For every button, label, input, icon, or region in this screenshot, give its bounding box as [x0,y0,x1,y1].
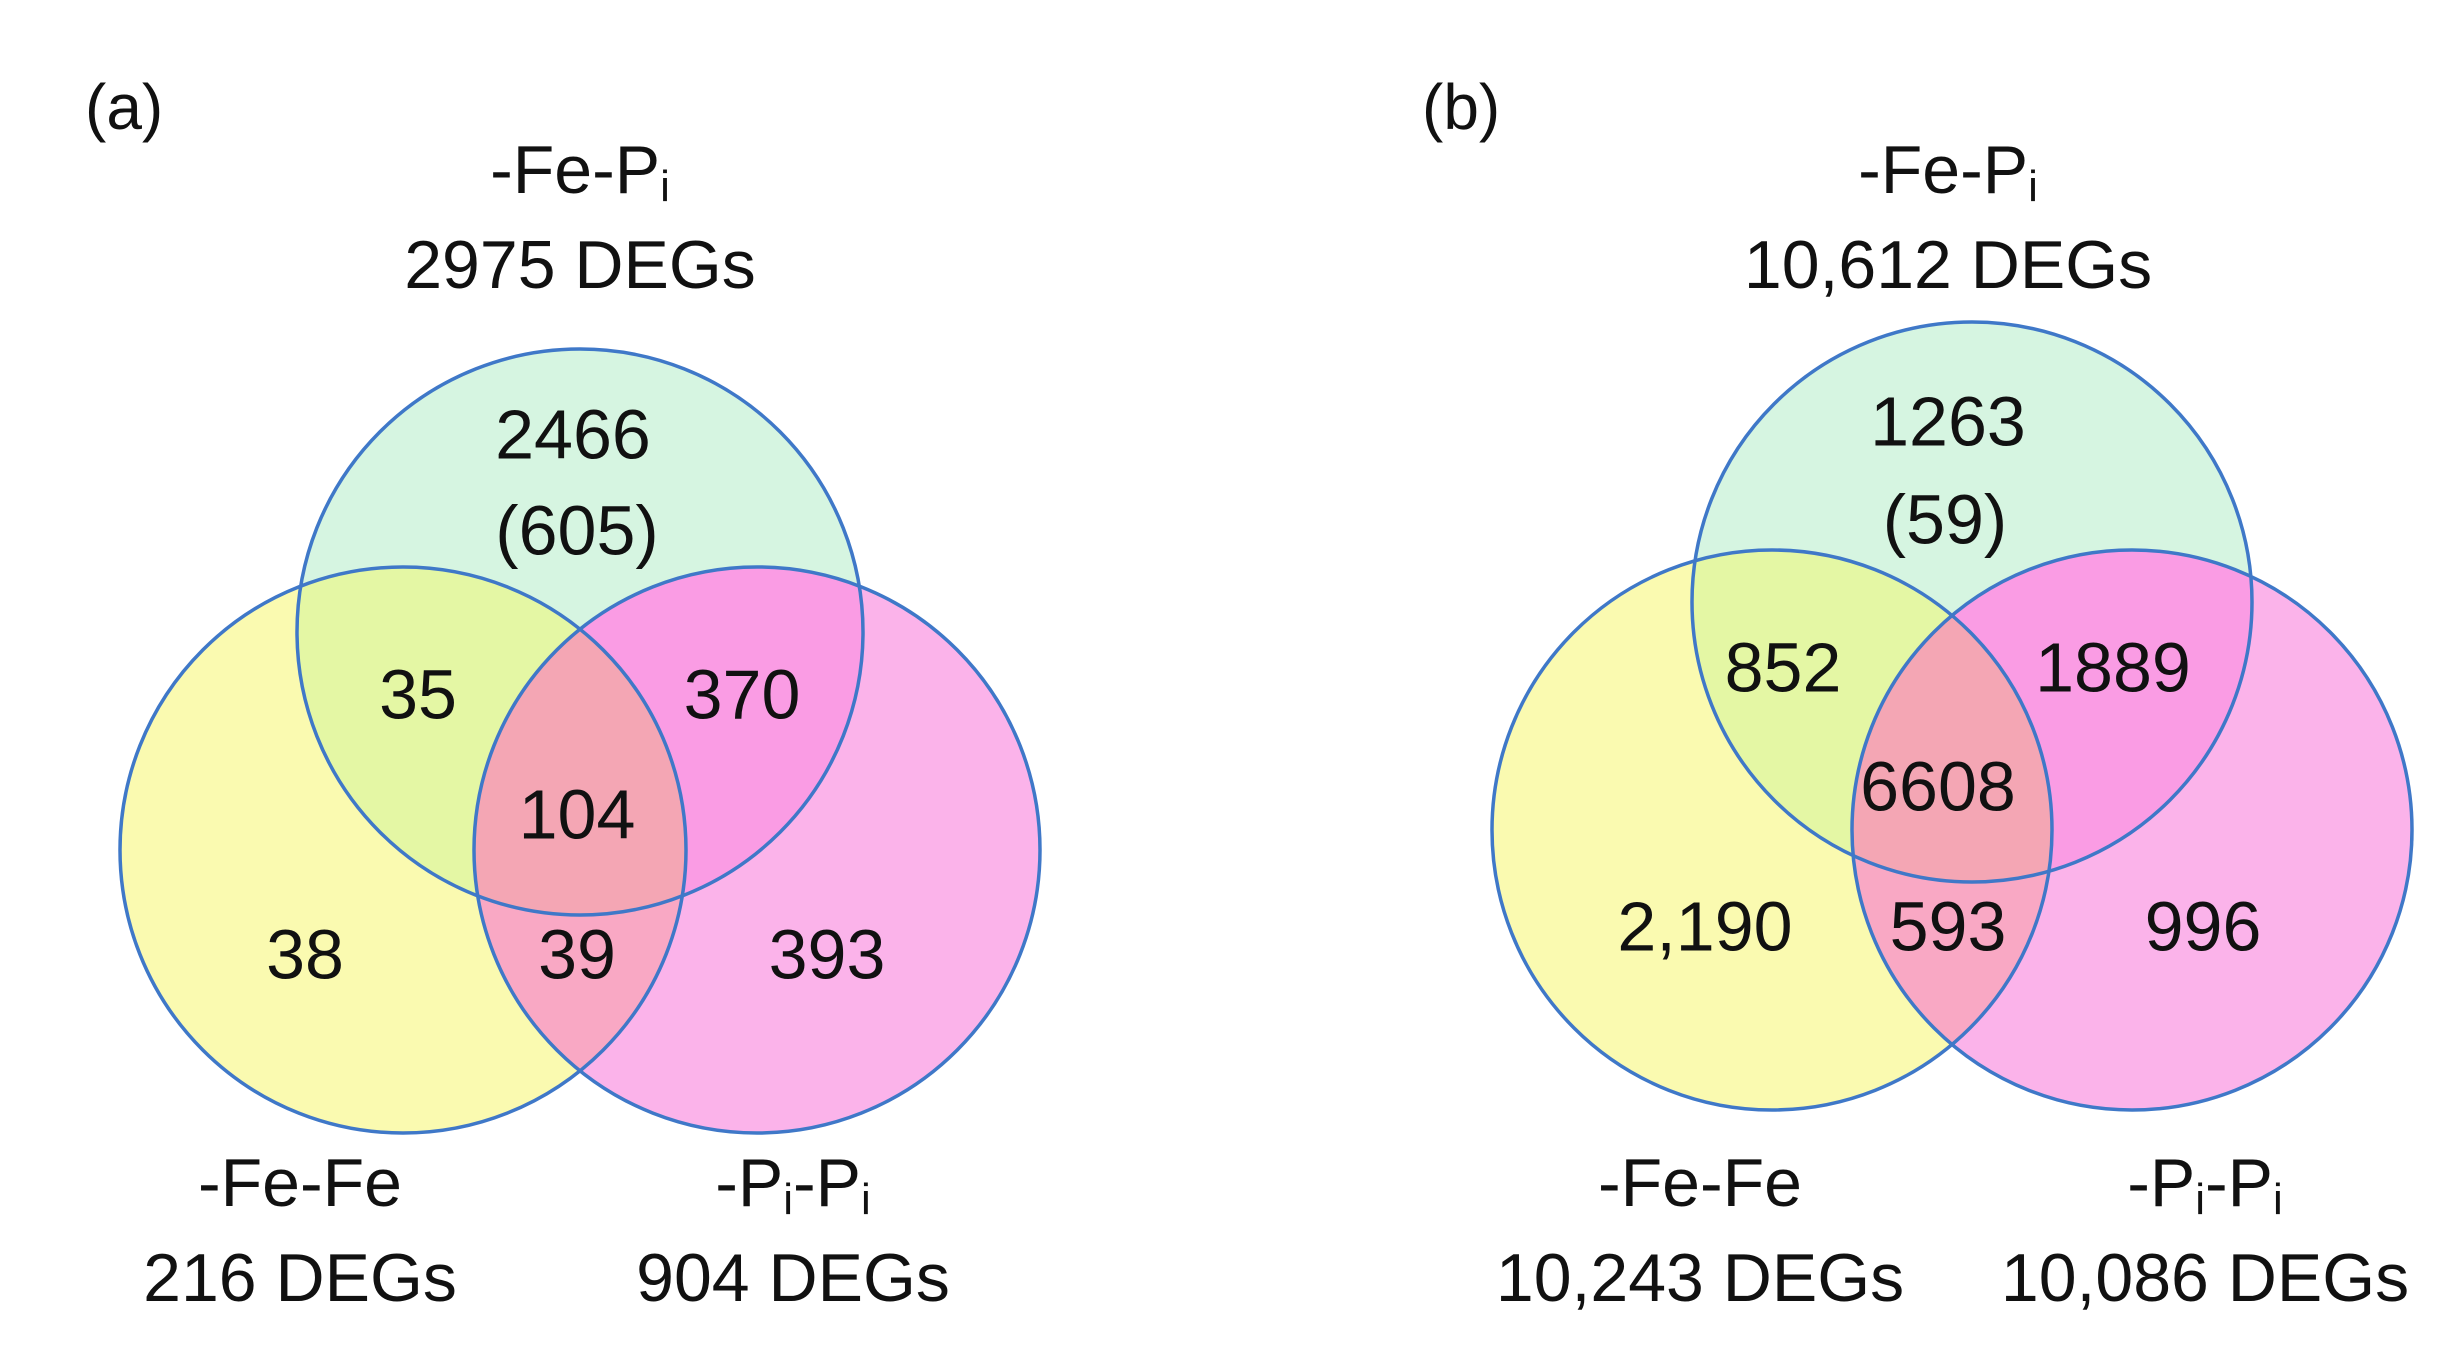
panel-a-region-top-only-paren: (605) [495,491,658,569]
panel-b-region-left-only: 2,190 [1617,887,1792,965]
panel-a-region-top-only: 2466 [495,395,651,473]
panel-a-region-top-left: 35 [379,655,457,733]
panel-b: (b) -Fe-Pi 10,612 DEGs - [1422,71,2414,1316]
panel-b-region-top-left: 852 [1725,628,1842,706]
panel-a-outlines [118,347,1042,1135]
panel-b-left-set-count: 10,243 DEGs [1496,1240,1904,1316]
panel-a-top-set-count: 2975 DEGs [404,227,756,303]
panel-b-label: (b) [1422,71,1500,143]
panel-a-outline-left [118,565,688,1135]
panel-b-outlines [1490,320,2414,1112]
panel-b-outline-top [1690,320,2254,884]
panel-a-right-set-count: 904 DEGs [636,1240,950,1316]
panel-b-top-set-name: -Fe-Pi [1858,132,2038,211]
panel-b-region-top-only: 1263 [1870,382,2026,460]
panel-b-right-set-count: 10,086 DEGs [2001,1240,2409,1316]
panel-b-top-set-count: 10,612 DEGs [1744,227,2152,303]
panel-b-outline-right [1850,548,2414,1112]
panel-b-left-set-name: -Fe-Fe [1598,1145,1802,1221]
panel-a-right-set-name: -Pi-Pi [715,1145,871,1224]
panel-a-left-set-count: 216 DEGs [143,1240,457,1316]
panel-a-fills [120,349,1040,1133]
panel-a-label: (a) [85,71,163,143]
panel-b-region-left-right: 593 [1890,887,2007,965]
panel-b-region-top-only-paren: (59) [1883,480,2007,558]
panel-a-overlap-all [474,567,686,915]
panel-b-region-right-only: 996 [2145,887,2262,965]
panel-a-region-right-only: 393 [769,915,886,993]
panel-b-region-top-right: 1889 [2035,628,2191,706]
panel-b-region-all: 6608 [1860,747,2016,825]
panel-b-right-set-name: -Pi-Pi [2127,1145,2283,1224]
panel-a-region-left-only: 38 [266,915,344,993]
panel-a-outline-top [295,347,865,917]
panel-a-region-left-right: 39 [538,915,616,993]
panel-a-region-all: 104 [519,775,636,853]
panel-a: (a) -Fe-Pi 297 [85,71,1042,1316]
panel-a-top-set-name: -Fe-Pi [490,132,670,211]
panel-b-outline-left [1490,548,2054,1112]
panel-b-overlap-all [1852,550,2052,882]
panel-a-left-set-name: -Fe-Fe [198,1145,402,1221]
panel-a-outline-right [472,565,1042,1135]
panel-a-region-top-right: 370 [684,655,801,733]
